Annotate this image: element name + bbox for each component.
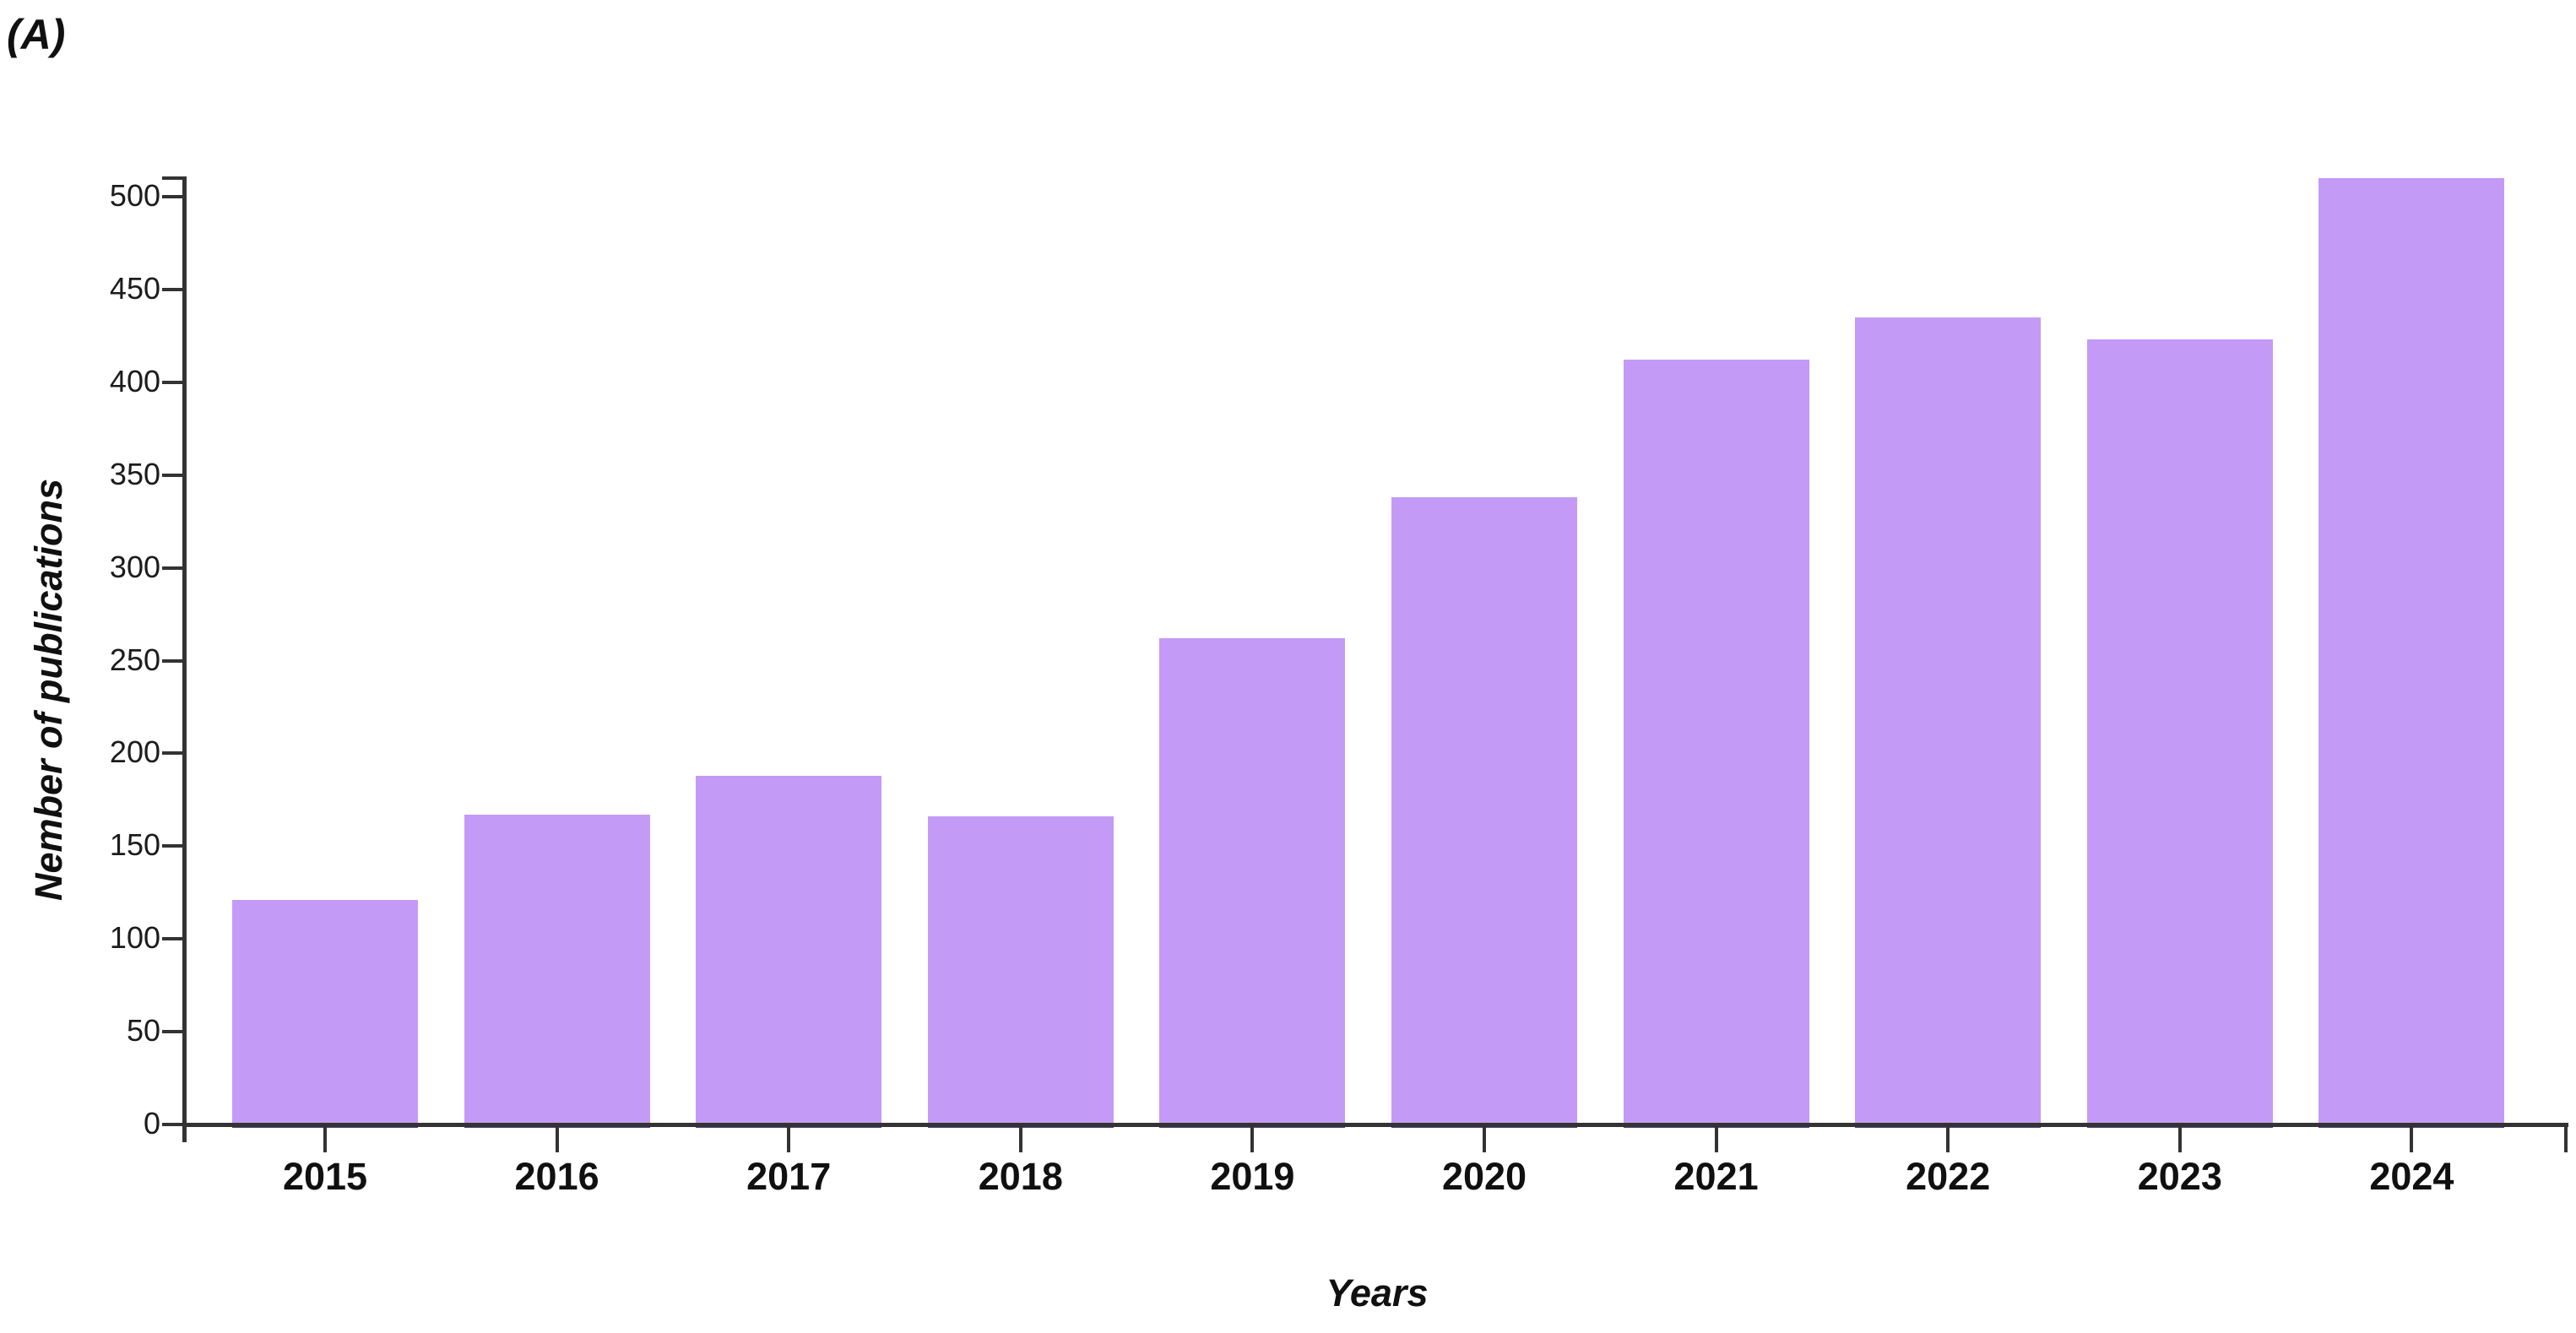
bar-2017: [696, 775, 882, 1128]
x-axis-end-tick: [2564, 1127, 2568, 1152]
y-tick: [162, 1123, 182, 1126]
x-tick-label: 2022: [1906, 1155, 1991, 1198]
y-tick: [162, 195, 182, 198]
y-tick: [162, 658, 182, 663]
y-tick: [162, 287, 182, 291]
x-tick: [1483, 1127, 1486, 1152]
bar-2021: [1623, 360, 1809, 1128]
x-tick: [2177, 1127, 2182, 1152]
x-axis-title: Years: [1326, 1271, 1429, 1314]
y-tick-label: 100: [109, 920, 160, 956]
x-tick: [323, 1127, 327, 1152]
x-tick: [555, 1127, 559, 1152]
y-tick-label: 450: [109, 271, 160, 306]
y-tick: [162, 844, 182, 848]
x-tick-label: 2019: [1210, 1155, 1295, 1198]
y-tick: [162, 566, 182, 570]
x-tick-label: 2016: [514, 1155, 599, 1198]
y-tick: [162, 1030, 182, 1034]
x-tick-label: 2020: [1441, 1155, 1527, 1198]
y-tick-label: 0: [143, 1106, 160, 1141]
x-tick: [1714, 1127, 1718, 1152]
y-tick-label: 500: [109, 178, 160, 214]
x-tick-label: 2021: [1673, 1155, 1759, 1198]
bar-2023: [2086, 339, 2273, 1128]
x-tick: [787, 1127, 791, 1152]
x-tick-label: 2023: [2137, 1155, 2222, 1198]
y-tick-label: 250: [109, 642, 160, 677]
x-tick: [1946, 1127, 1950, 1152]
x-tick-label: 2024: [2369, 1155, 2454, 1198]
y-tick: [162, 937, 182, 941]
x-tick-label: 2017: [746, 1155, 832, 1198]
bar-2015: [232, 900, 418, 1128]
x-tick: [1250, 1127, 1255, 1152]
bar-2018: [927, 816, 1114, 1128]
bar-2019: [1159, 638, 1346, 1128]
y-tick: [162, 473, 182, 477]
y-axis-line: [182, 176, 187, 1142]
y-tick-label: 150: [109, 827, 160, 863]
x-axis-line: [182, 1123, 2568, 1127]
y-tick-label: 400: [109, 363, 160, 398]
y-tick: [162, 380, 182, 384]
y-tick-label: 300: [109, 549, 160, 584]
y-tick: [162, 751, 182, 756]
x-tick: [2410, 1127, 2414, 1152]
y-tick-label: 350: [109, 456, 160, 491]
y-tick-label: 50: [126, 1013, 160, 1049]
x-tick-label: 2015: [282, 1155, 368, 1198]
y-tick-label: 200: [109, 734, 160, 770]
bar-2020: [1391, 497, 1577, 1128]
y-axis-cap-tick: [162, 176, 182, 180]
bar-2016: [464, 814, 650, 1128]
x-tick-label: 2018: [978, 1155, 1063, 1198]
x-tick: [1018, 1127, 1022, 1152]
bar-2022: [1855, 317, 2042, 1128]
bar-2024: [2318, 178, 2505, 1128]
panel-label: (A): [7, 11, 66, 58]
